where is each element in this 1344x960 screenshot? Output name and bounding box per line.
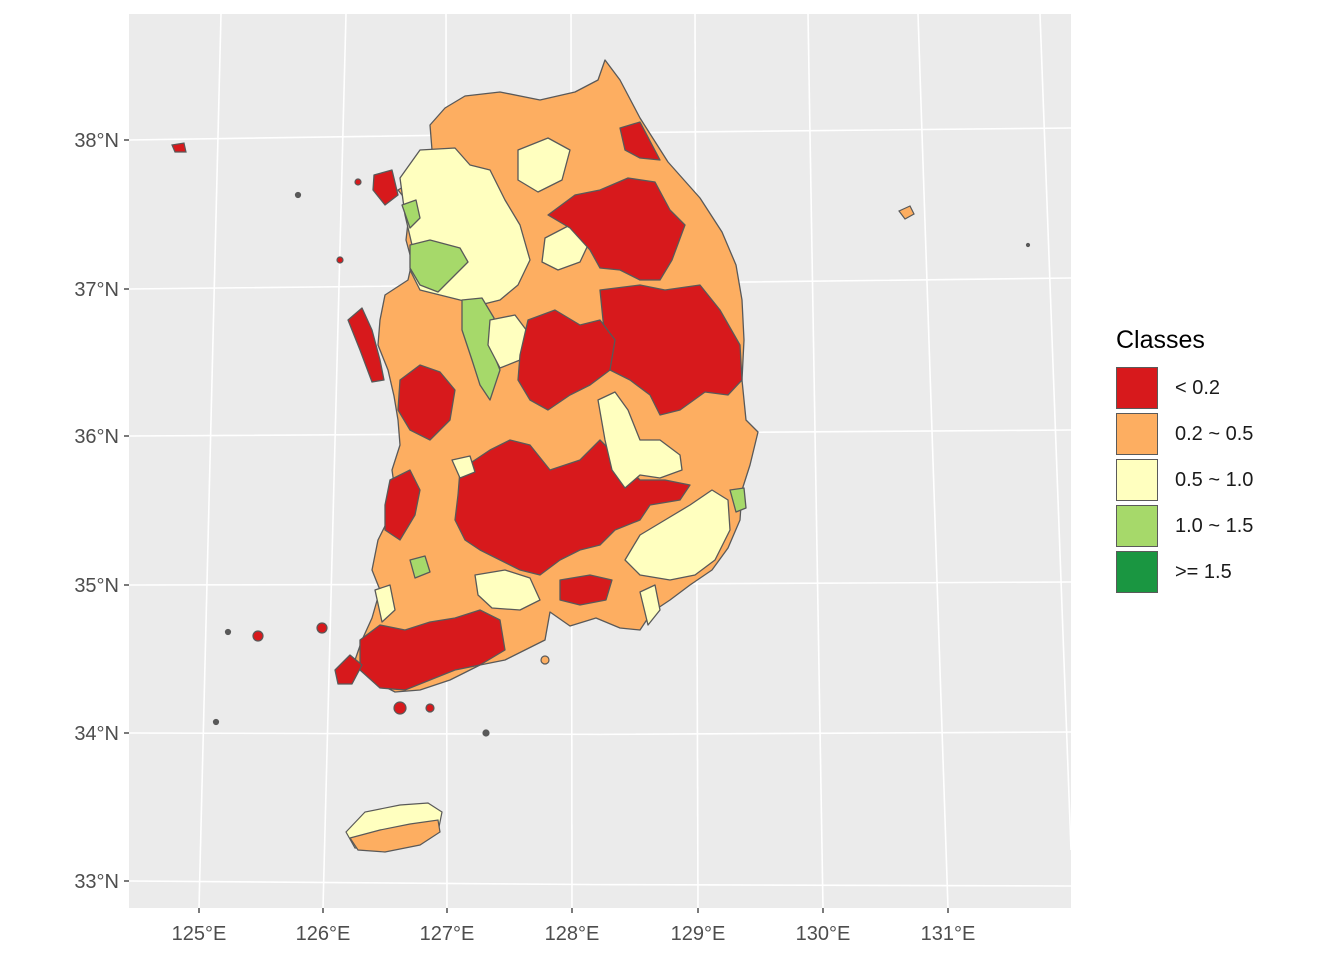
region-red-sw2: [384, 469, 421, 541]
region-red-east: [599, 284, 743, 416]
island-dot: [425, 703, 435, 713]
y-tick-label: 37°N: [74, 279, 119, 301]
island-dot: [252, 630, 264, 642]
x-tick-label: 131°E: [921, 923, 976, 945]
legend-label: 0.5 ~ 1.0: [1175, 468, 1254, 491]
x-tick-label: 127°E: [420, 923, 475, 945]
legend: Classes < 0.2 0.2 ~ 0.5 0.5 ~ 1.0 1.0 ~ …: [1116, 326, 1253, 595]
x-tick-label: 129°E: [671, 923, 726, 945]
x-tick-label: 126°E: [296, 923, 351, 945]
islands: [171, 142, 1031, 853]
legend-label: < 0.2: [1175, 376, 1221, 399]
legend-label: 0.2 ~ 0.5: [1175, 422, 1254, 445]
y-tick-label: 33°N: [74, 871, 119, 893]
legend-item: 0.2 ~ 0.5: [1116, 411, 1253, 457]
island-dot: [294, 191, 302, 199]
legend-item: < 0.2: [1116, 365, 1253, 411]
region-red-ne2: [619, 121, 661, 161]
choropleth: [334, 59, 759, 693]
region-red-ganghwa: [372, 169, 399, 206]
jeju-south: [349, 819, 441, 853]
legend-label: >= 1.5: [1175, 560, 1232, 583]
y-tick-label: 36°N: [74, 426, 119, 448]
island-dot: [354, 178, 362, 186]
island-dot: [224, 628, 232, 636]
y-tick-label: 38°N: [74, 130, 119, 152]
legend-swatch: [1116, 505, 1158, 547]
region-red-central: [517, 309, 616, 411]
legend-title: Classes: [1116, 326, 1205, 354]
baengnyeong: [171, 142, 187, 153]
legend-item: >= 1.5: [1116, 549, 1253, 595]
region-green-2: [401, 199, 421, 229]
island-dot: [393, 701, 407, 715]
region-yellow-se: [624, 489, 731, 581]
region-yellow-n: [517, 137, 571, 193]
ulleungdo: [898, 205, 915, 220]
region-yellow-s: [474, 569, 541, 611]
region-green-1: [409, 239, 469, 293]
x-tick-label: 125°E: [172, 923, 227, 945]
legend-swatch: [1116, 367, 1158, 409]
island-dot: [212, 718, 220, 726]
x-tick-label: 130°E: [796, 923, 851, 945]
region-green-4: [729, 487, 747, 513]
legend-item: 1.0 ~ 1.5: [1116, 503, 1253, 549]
island-dot: [336, 256, 344, 264]
legend-label: 1.0 ~ 1.5: [1175, 514, 1254, 537]
legend-swatch: [1116, 413, 1158, 455]
island-dot: [1025, 242, 1031, 248]
region-yellow-gwangju: [451, 455, 476, 479]
region-red-southcoast: [359, 609, 506, 691]
legend-item: 0.5 ~ 1.0: [1116, 457, 1253, 503]
region-yellow-geoje: [639, 584, 661, 626]
region-red-jb: [334, 654, 363, 685]
y-tick-label: 34°N: [74, 723, 119, 745]
region-red-ne: [547, 177, 686, 281]
y-axis: 38°N 37°N 36°N 35°N 34°N 33°N: [74, 130, 129, 893]
region-green-5: [409, 555, 431, 579]
region-red-sw1: [397, 364, 456, 441]
x-tick-label: 128°E: [545, 923, 600, 945]
y-tick-label: 35°N: [74, 575, 119, 597]
region-yellow-daegu: [597, 391, 683, 489]
island-dot: [482, 729, 490, 737]
region-yellow-coast: [374, 584, 396, 623]
island-dot: [316, 622, 328, 634]
x-axis: 125°E 126°E 127°E 128°E 129°E 130°E 131°…: [172, 908, 976, 945]
island-dot: [540, 655, 550, 665]
region-red-westcoast: [347, 307, 385, 383]
legend-swatch: [1116, 551, 1158, 593]
legend-swatch: [1116, 459, 1158, 501]
region-red-south2: [559, 574, 613, 606]
